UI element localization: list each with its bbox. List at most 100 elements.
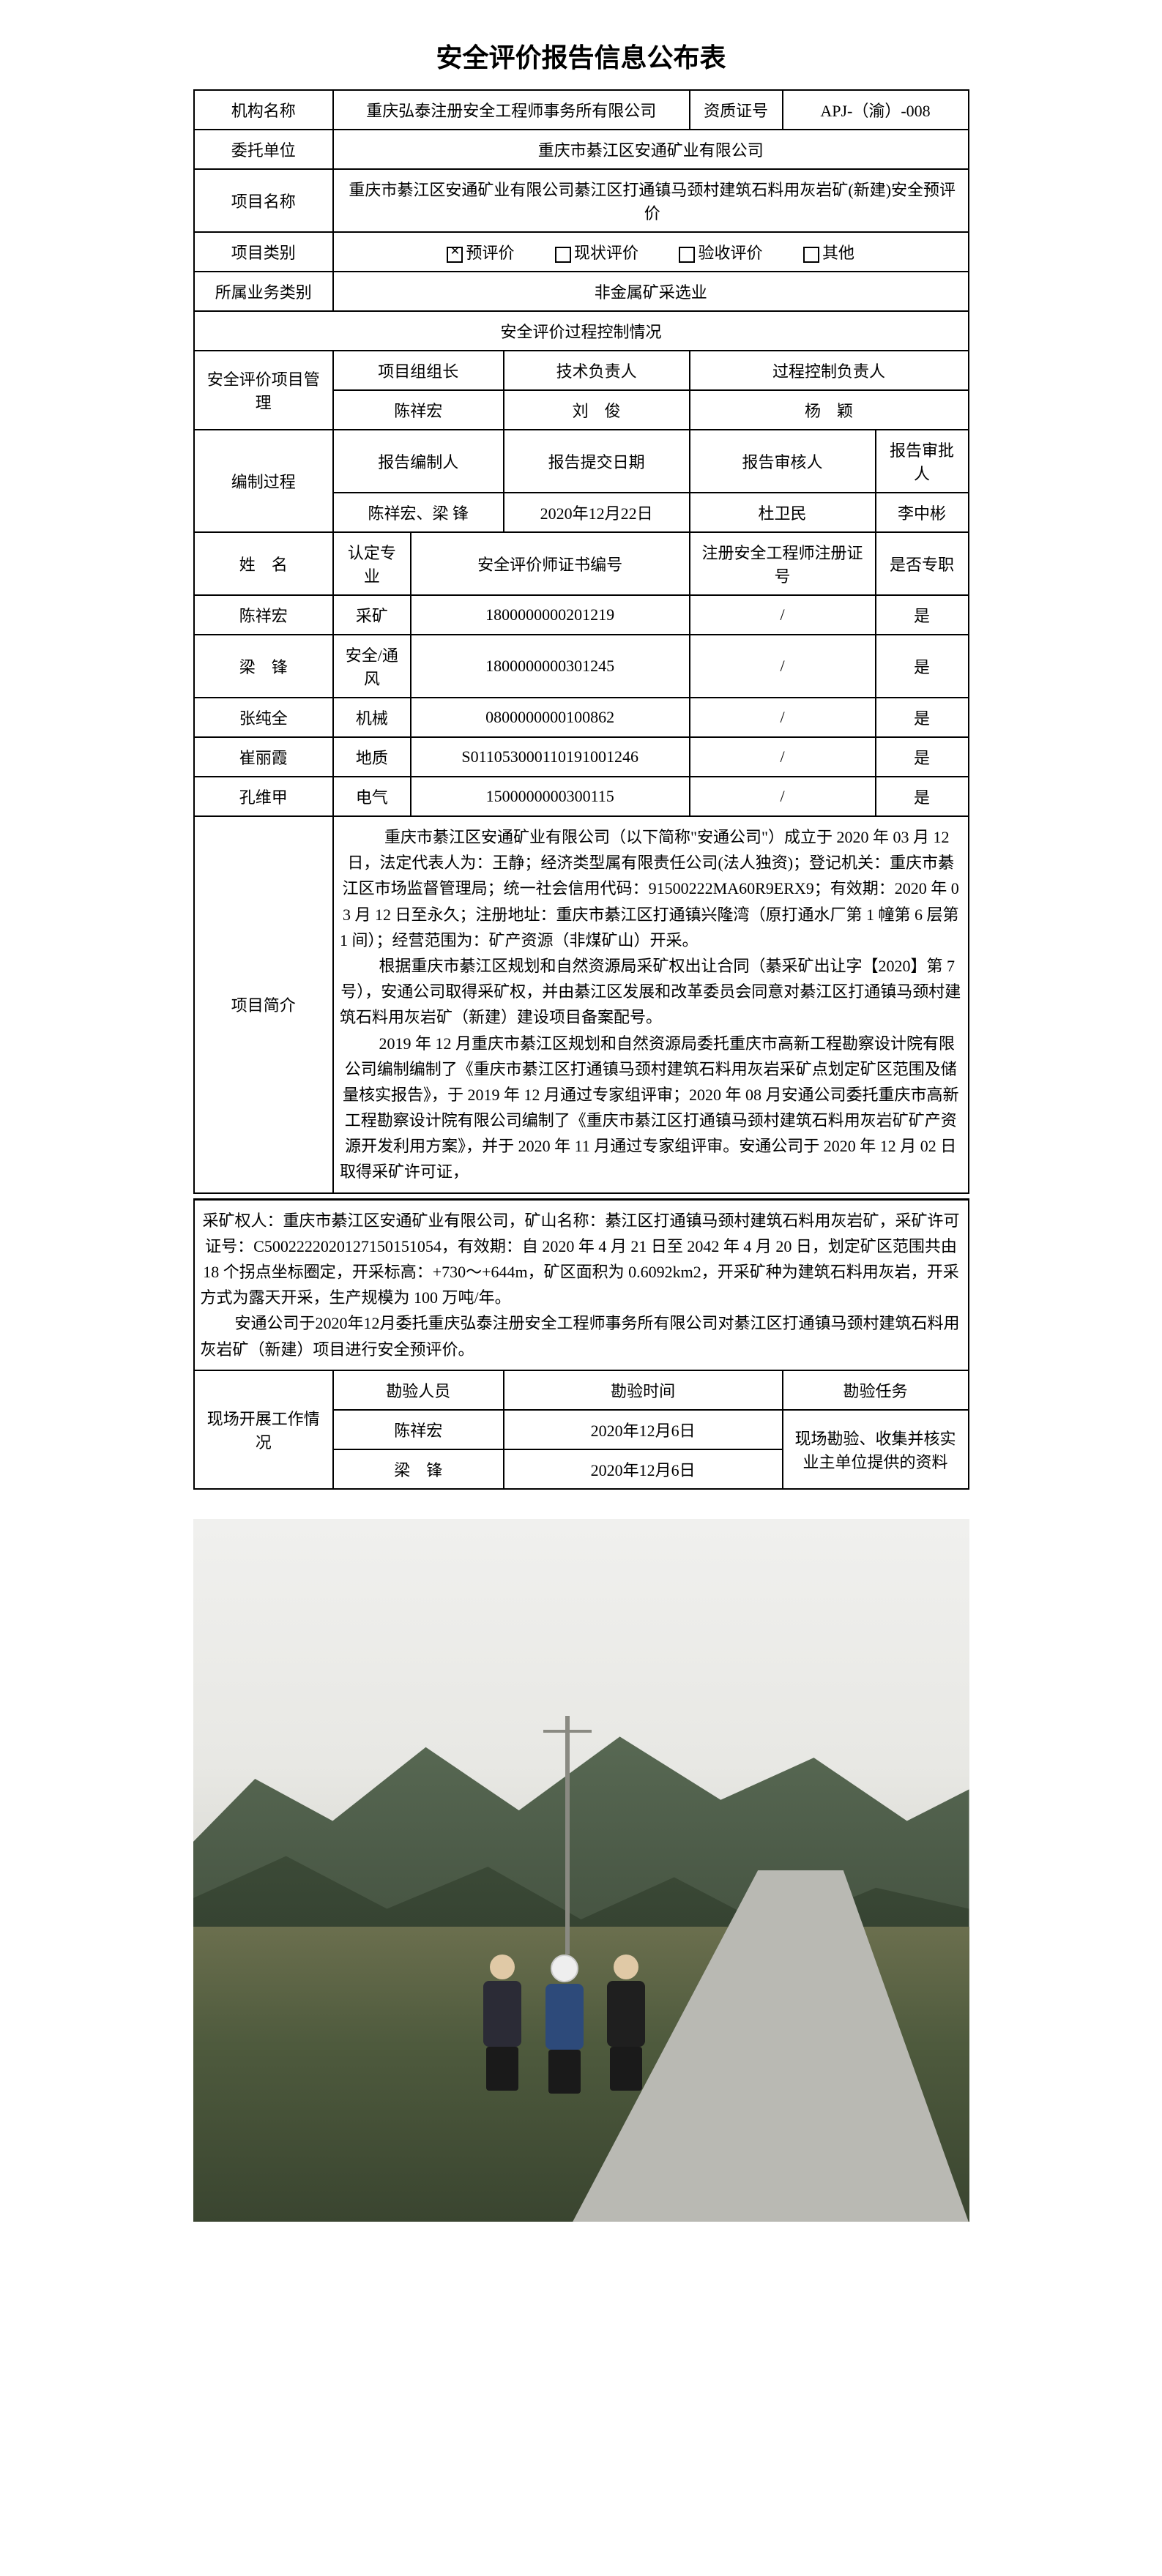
s2-c4: / — [690, 698, 876, 737]
ed-h3: 报告审核人 — [690, 430, 876, 493]
s4-c2: 电气 — [333, 777, 411, 816]
section-process: 安全评价过程控制情况 — [194, 311, 969, 351]
s2-c5: 是 — [876, 698, 969, 737]
value-biz: 非金属矿采选业 — [333, 272, 969, 311]
ed-v4: 李中彬 — [876, 493, 969, 532]
label-project: 项目名称 — [194, 169, 333, 232]
pm-v1: 陈祥宏 — [333, 390, 504, 430]
s3-c2: 地质 — [333, 737, 411, 777]
s0-c5: 是 — [876, 595, 969, 635]
site-photo — [193, 1519, 969, 2222]
checkbox-pre — [447, 247, 463, 263]
row-brief: 项目简介 重庆市綦江区安通矿业有限公司（以下简称"安通公司"）成立于 2020 … — [194, 816, 969, 1193]
sh-c4: 注册安全工程师注册证号 — [690, 532, 876, 595]
value-type: 预评价 现状评价 验收评价 其他 — [333, 232, 969, 272]
brief2-p1: 采矿权人：重庆市綦江区安通矿业有限公司，矿山名称：綦江区打通镇马颈村建筑石料用灰… — [201, 1208, 962, 1311]
value-brief: 重庆市綦江区安通矿业有限公司（以下简称"安通公司"）成立于 2020 年 03 … — [333, 816, 969, 1193]
s0-c4: / — [690, 595, 876, 635]
brief-p1: 重庆市綦江区安通矿业有限公司（以下简称"安通公司"）成立于 2020 年 03 … — [340, 824, 962, 953]
site-r1c1: 陈祥宏 — [333, 1410, 504, 1449]
ed-h2: 报告提交日期 — [504, 430, 690, 493]
s1-c5: 是 — [876, 635, 969, 698]
value-brief2: 采矿权人：重庆市綦江区安通矿业有限公司，矿山名称：綦江区打通镇马颈村建筑石料用灰… — [194, 1199, 969, 1370]
s1-c3: 1800000000301245 — [411, 635, 690, 698]
pm-v2: 刘 俊 — [504, 390, 690, 430]
s2-c2: 机械 — [333, 698, 411, 737]
label-org: 机构名称 — [194, 90, 333, 130]
row-pm-head: 安全评价项目管理 项目组组长 技术负责人 过程控制负责人 — [194, 351, 969, 390]
pm-v3: 杨 颖 — [690, 390, 969, 430]
label-client: 委托单位 — [194, 130, 333, 169]
row-staff-3: 崔丽霞 地质 S011053000110191001246 / 是 — [194, 737, 969, 777]
ed-v1: 陈祥宏、梁 锋 — [333, 493, 504, 532]
s1-c1: 梁 锋 — [194, 635, 333, 698]
row-biz: 所属业务类别 非金属矿采选业 — [194, 272, 969, 311]
s0-c1: 陈祥宏 — [194, 595, 333, 635]
row-staff-0: 陈祥宏 采矿 1800000000201219 / 是 — [194, 595, 969, 635]
photo-pole — [565, 1716, 570, 1955]
label-certno: 资质证号 — [690, 90, 783, 130]
row-staff-1: 梁 锋 安全/通风 1800000000301245 / 是 — [194, 635, 969, 698]
report-table-2: 采矿权人：重庆市綦江区安通矿业有限公司，矿山名称：綦江区打通镇马颈村建筑石料用灰… — [193, 1198, 969, 1490]
label-type: 项目类别 — [194, 232, 333, 272]
page-title: 安全评价报告信息公布表 — [193, 37, 969, 75]
site-h1: 勘验人员 — [333, 1370, 504, 1410]
s4-c1: 孔维甲 — [194, 777, 333, 816]
row-ed-head: 编制过程 报告编制人 报告提交日期 报告审核人 报告审批人 — [194, 430, 969, 493]
s4-c5: 是 — [876, 777, 969, 816]
row-brief2: 采矿权人：重庆市綦江区安通矿业有限公司，矿山名称：綦江区打通镇马颈村建筑石料用灰… — [194, 1199, 969, 1370]
sh-c3: 安全评价师证书编号 — [411, 532, 690, 595]
value-project: 重庆市綦江区安通矿业有限公司綦江区打通镇马颈村建筑石料用灰岩矿(新建)安全预评价 — [333, 169, 969, 232]
row-project: 项目名称 重庆市綦江区安通矿业有限公司綦江区打通镇马颈村建筑石料用灰岩矿(新建)… — [194, 169, 969, 232]
s2-c1: 张纯全 — [194, 698, 333, 737]
sh-c2: 认定专业 — [333, 532, 411, 595]
photo-person-3 — [604, 1955, 648, 2086]
s3-c1: 崔丽霞 — [194, 737, 333, 777]
checkbox-current — [555, 247, 571, 263]
brief-p2: 根据重庆市綦江区规划和自然资源局采矿权出让合同（綦采矿出让字【2020】第 7 … — [340, 953, 962, 1031]
s4-c4: / — [690, 777, 876, 816]
pm-h2: 技术负责人 — [504, 351, 690, 390]
brief2-p2: 安通公司于2020年12月委托重庆弘泰注册安全工程师事务所有限公司对綦江区打通镇… — [201, 1310, 962, 1362]
s3-c3: S011053000110191001246 — [411, 737, 690, 777]
photo-person-1 — [480, 1955, 524, 2086]
s1-c2: 安全/通风 — [333, 635, 411, 698]
row-staff-4: 孔维甲 电气 1500000000300115 / 是 — [194, 777, 969, 816]
value-client: 重庆市綦江区安通矿业有限公司 — [333, 130, 969, 169]
s2-c3: 0800000000100862 — [411, 698, 690, 737]
site-h2: 勘验时间 — [504, 1370, 783, 1410]
label-pm: 安全评价项目管理 — [194, 351, 333, 430]
photo-person-2 — [543, 1955, 586, 2086]
ed-v2: 2020年12月22日 — [504, 493, 690, 532]
label-brief: 项目简介 — [194, 816, 333, 1193]
site-r2c1: 梁 锋 — [333, 1449, 504, 1489]
row-site-head: 现场开展工作情况 勘验人员 勘验时间 勘验任务 — [194, 1370, 969, 1410]
value-org: 重庆弘泰注册安全工程师事务所有限公司 — [333, 90, 690, 130]
s4-c3: 1500000000300115 — [411, 777, 690, 816]
pm-h1: 项目组组长 — [333, 351, 504, 390]
site-h3: 勘验任务 — [783, 1370, 969, 1410]
ed-h1: 报告编制人 — [333, 430, 504, 493]
sh-c5: 是否专职 — [876, 532, 969, 595]
s3-c4: / — [690, 737, 876, 777]
row-org: 机构名称 重庆弘泰注册安全工程师事务所有限公司 资质证号 APJ-（渝）-008 — [194, 90, 969, 130]
s0-c3: 1800000000201219 — [411, 595, 690, 635]
label-site: 现场开展工作情况 — [194, 1370, 333, 1489]
row-type: 项目类别 预评价 现状评价 验收评价 其他 — [194, 232, 969, 272]
ed-v3: 杜卫民 — [690, 493, 876, 532]
value-certno: APJ-（渝）-008 — [783, 90, 969, 130]
s1-c4: / — [690, 635, 876, 698]
brief-p3: 2019 年 12 月重庆市綦江区规划和自然资源局委托重庆市高新工程勘察设计院有… — [340, 1031, 962, 1185]
row-client: 委托单位 重庆市綦江区安通矿业有限公司 — [194, 130, 969, 169]
site-r2c2: 2020年12月6日 — [504, 1449, 783, 1489]
checkbox-other — [803, 247, 819, 263]
checkbox-accept — [679, 247, 695, 263]
site-r1c2: 2020年12月6日 — [504, 1410, 783, 1449]
row-staff-2: 张纯全 机械 0800000000100862 / 是 — [194, 698, 969, 737]
s0-c2: 采矿 — [333, 595, 411, 635]
ed-h4: 报告审批人 — [876, 430, 969, 493]
report-table: 机构名称 重庆弘泰注册安全工程师事务所有限公司 资质证号 APJ-（渝）-008… — [193, 89, 969, 1194]
pm-h3: 过程控制负责人 — [690, 351, 969, 390]
s3-c5: 是 — [876, 737, 969, 777]
label-biz: 所属业务类别 — [194, 272, 333, 311]
